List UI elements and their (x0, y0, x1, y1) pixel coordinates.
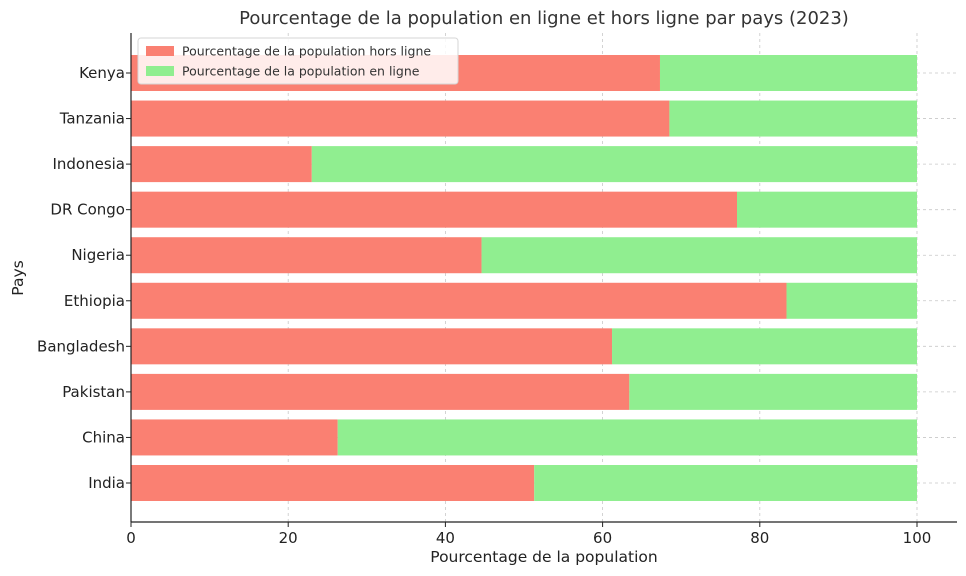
bar-online-ethiopia (786, 282, 917, 319)
bar-offline-nigeria (131, 237, 482, 274)
bar-online-nigeria (481, 237, 917, 274)
legend: Pourcentage de la population hors ligne P… (137, 37, 459, 85)
y-tick-label: Nigeria (71, 246, 125, 264)
legend-label: Pourcentage de la population en ligne (182, 64, 420, 79)
x-tick-label: 100 (903, 529, 932, 547)
y-tick-label: Indonesia (52, 155, 125, 173)
bar-online-indonesia (311, 146, 917, 183)
bars (131, 55, 917, 501)
bar-online-china (337, 419, 917, 456)
bar-online-kenya (659, 55, 917, 91)
y-tick-label: Kenya (79, 64, 125, 82)
bar-online-bangladesh (612, 328, 917, 365)
bar-online-india (534, 465, 917, 501)
chart-title: Pourcentage de la population en ligne et… (239, 8, 849, 29)
bar-online-dr-congo (737, 191, 917, 228)
x-axis-title: Pourcentage de la population (430, 548, 657, 566)
x-tick-label: 0 (126, 529, 136, 547)
y-tick-label: Pakistan (62, 383, 125, 401)
y-tick-label: Bangladesh (37, 337, 125, 355)
y-tick-label: Tanzania (59, 110, 125, 128)
bar-offline-china (131, 419, 338, 456)
bar-offline-tanzania (131, 100, 670, 137)
x-tick-label: 80 (750, 529, 769, 547)
y-tick-label: DR Congo (50, 201, 125, 219)
y-tick-label: Ethiopia (64, 292, 125, 310)
y-tick-label: China (82, 428, 125, 446)
legend-label: Pourcentage de la population hors ligne (182, 44, 431, 59)
bar-offline-indonesia (131, 146, 312, 183)
bar-offline-ethiopia (131, 282, 787, 319)
x-tick-label: 60 (593, 529, 612, 547)
bar-offline-bangladesh (131, 328, 613, 365)
y-axis-title: Pays (9, 260, 27, 295)
x-tick-label: 20 (279, 529, 298, 547)
bar-online-pakistan (629, 373, 917, 410)
legend-box (137, 37, 459, 85)
legend-swatch (146, 46, 174, 56)
bar-offline-india (131, 465, 535, 501)
bar-online-tanzania (669, 100, 917, 137)
bar-offline-pakistan (131, 373, 630, 410)
x-tick-label: 40 (436, 529, 455, 547)
y-tick-label: India (88, 474, 125, 492)
bar-offline-dr-congo (131, 191, 738, 228)
legend-swatch (146, 66, 174, 76)
axes: 0 20 40 60 80 100 India China Pakistan Bangladesh… (37, 33, 957, 547)
